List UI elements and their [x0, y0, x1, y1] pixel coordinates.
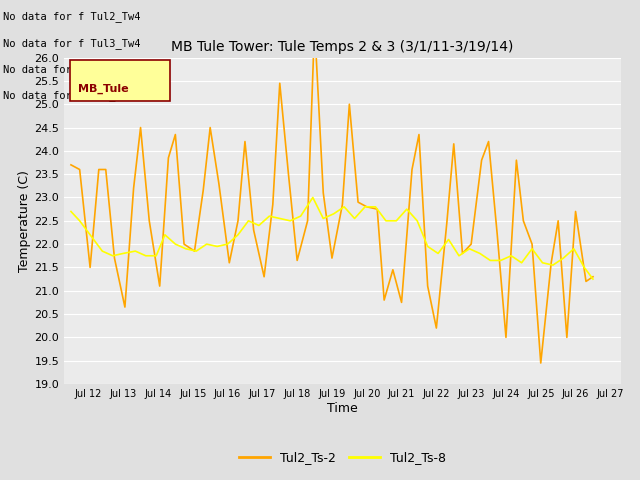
- Tul2_Ts-2: [528, 241, 536, 247]
- Legend: Tul2_Ts-2, Tul2_Ts-8: Tul2_Ts-2, Tul2_Ts-8: [234, 446, 451, 469]
- Text: MB_Tule: MB_Tule: [78, 84, 129, 95]
- Tul2_Ts-8: [67, 209, 75, 215]
- Tul2_Ts-8: [589, 276, 596, 282]
- Line: Tul2_Ts-2: Tul2_Ts-2: [71, 25, 593, 363]
- Y-axis label: Temperature (C): Temperature (C): [19, 170, 31, 272]
- Tul2_Ts-2: [250, 227, 257, 233]
- Line: Tul2_Ts-8: Tul2_Ts-8: [71, 197, 593, 279]
- Tul2_Ts-2: [589, 274, 596, 280]
- Tul2_Ts-2: [67, 162, 75, 168]
- Tul2_Ts-8: [424, 243, 431, 249]
- Tul2_Ts-8: [455, 253, 463, 259]
- Tul2_Ts-8: [224, 241, 232, 247]
- Title: MB Tule Tower: Tule Temps 2 & 3 (3/1/11-3/19/14): MB Tule Tower: Tule Temps 2 & 3 (3/1/11-…: [172, 40, 513, 54]
- Tul2_Ts-2: [310, 22, 318, 28]
- Tul2_Ts-2: [191, 248, 198, 254]
- Text: No data for f Tul3_Tw4: No data for f Tul3_Tw4: [3, 37, 141, 48]
- Tul2_Ts-2: [172, 132, 179, 137]
- Text: No data for f Tul2_Tw4: No data for f Tul2_Tw4: [3, 11, 141, 22]
- Tul2_Ts-8: [309, 194, 317, 200]
- Tul2_Ts-2: [537, 360, 545, 366]
- Text: No data for f Tul3_Ts2: No data for f Tul3_Ts2: [3, 64, 141, 75]
- Tul2_Ts-8: [182, 246, 189, 252]
- X-axis label: Time: Time: [327, 402, 358, 415]
- Tul2_Ts-8: [580, 264, 588, 270]
- Tul2_Ts-2: [389, 267, 397, 273]
- Text: No data for f LMB_Tule: No data for f LMB_Tule: [3, 90, 141, 101]
- Tul2_Ts-2: [354, 199, 362, 205]
- Tul2_Ts-8: [234, 232, 242, 238]
